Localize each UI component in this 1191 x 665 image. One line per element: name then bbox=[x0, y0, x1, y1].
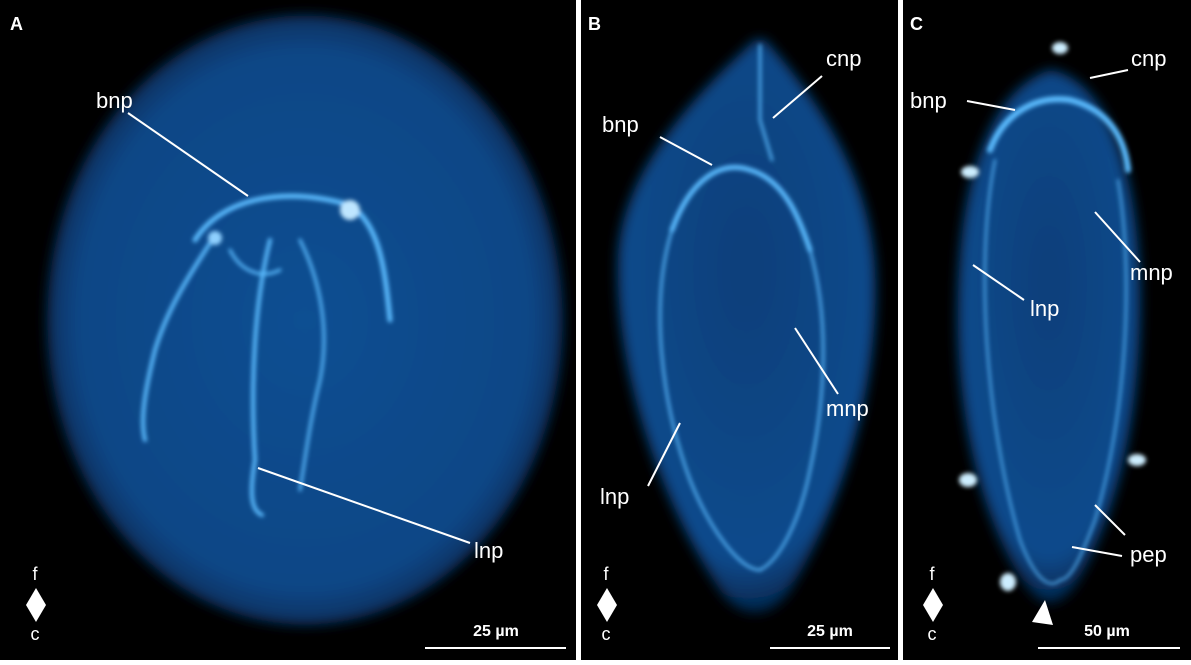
panel-b: B cnp bnp mnp lnp f c 25 µm bbox=[581, 0, 898, 660]
label: bnp bbox=[96, 88, 133, 113]
label: mnp bbox=[826, 396, 869, 421]
label: cnp bbox=[826, 46, 861, 71]
panel-letter: A bbox=[10, 14, 23, 34]
label: lnp bbox=[1030, 296, 1059, 321]
label: mnp bbox=[1130, 260, 1173, 285]
orientation-bottom: c bbox=[602, 624, 611, 644]
label: bnp bbox=[910, 88, 947, 113]
scale-bar-label: 25 µm bbox=[473, 623, 519, 640]
label: pep bbox=[1130, 542, 1167, 567]
figure: A bnp lnp f c 25 µm B cnp bnp mnp lnp f … bbox=[0, 0, 1191, 660]
page: {"panels": [ {"letter": "A", "labels": [… bbox=[0, 0, 1191, 660]
label: cnp bbox=[1131, 46, 1166, 71]
label: bnp bbox=[602, 112, 639, 137]
panel-letter: C bbox=[910, 14, 923, 34]
label: lnp bbox=[600, 484, 629, 509]
scale-bar-label: 50 µm bbox=[1084, 623, 1130, 640]
label: lnp bbox=[474, 538, 503, 563]
panel-c: C cnp bnp mnp lnp pep f c 50 µm bbox=[903, 0, 1191, 660]
scale-bar-label: 25 µm bbox=[807, 623, 853, 640]
panel-letter: B bbox=[588, 14, 601, 34]
orientation-bottom: c bbox=[928, 624, 937, 644]
panel-a: A bnp lnp f c 25 µm bbox=[0, 0, 576, 660]
orientation-bottom: c bbox=[31, 624, 40, 644]
